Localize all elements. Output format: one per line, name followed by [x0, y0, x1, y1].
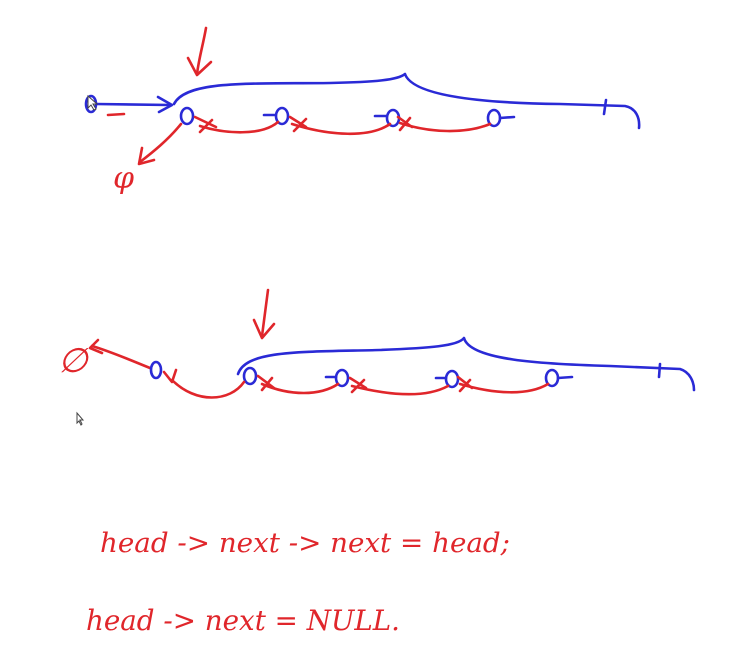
null-symbol-2: ∅ — [58, 341, 89, 381]
diagram-2: ∅ — [58, 288, 696, 426]
diagram-1: φ — [84, 26, 641, 196]
null-arrow-2 — [88, 338, 152, 370]
reversed-links-2 — [162, 368, 550, 399]
null-link-stub-1 — [106, 112, 126, 117]
pointer-arrow-1 — [186, 26, 213, 77]
code-line-2: head -> next = NULL. — [86, 604, 400, 637]
mouse-cursor — [76, 411, 85, 426]
reversed-head-node-2 — [149, 360, 163, 380]
list-nodes-2 — [242, 366, 574, 389]
list-brace-1 — [172, 72, 641, 130]
code-notes: head -> next -> next = head; head -> nex… — [86, 528, 510, 637]
null-symbol-1: φ — [113, 161, 134, 196]
pointer-arrow-2 — [252, 288, 276, 340]
list-brace-2 — [236, 336, 696, 392]
list-nodes-1 — [179, 106, 516, 128]
head-arrow-1 — [94, 95, 174, 114]
reversed-links-1 — [193, 115, 492, 136]
code-line-1: head -> next -> next = head; — [100, 528, 510, 559]
null-arrow-1 — [137, 122, 183, 166]
pen-cursor-1 — [87, 94, 99, 111]
